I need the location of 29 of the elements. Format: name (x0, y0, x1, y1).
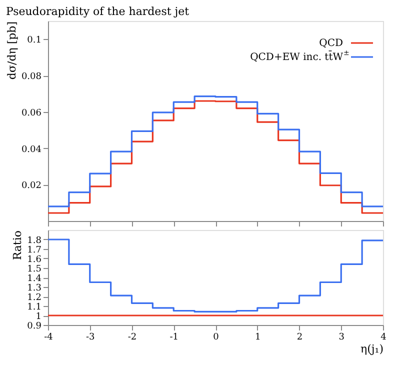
y-axis-title: Ratio (11, 230, 24, 260)
y-tick-label: 0.1 (27, 36, 42, 46)
y-tick-label: 1.6 (27, 255, 42, 265)
y-tick-label: 1.1 (27, 302, 42, 312)
x-tick-label: -4 (44, 332, 54, 342)
x-tick-label: -3 (86, 332, 96, 342)
y-axis-title: dσ/dη [pb] (5, 22, 18, 80)
y-tick-label: 1.4 (27, 274, 42, 284)
y-tick-label: 1.7 (27, 246, 42, 256)
y-tick-label: 0.06 (21, 108, 42, 118)
x-axis-title: η(j₁) (360, 342, 384, 356)
x-tick-label: 2 (296, 332, 303, 342)
y-tick-label: 1.3 (27, 284, 42, 294)
y-tick-label: 1.8 (27, 236, 42, 246)
y-tick-label: 0.02 (21, 181, 42, 192)
y-tick-label: 1.2 (27, 293, 42, 303)
y-tick-label: 1 (36, 312, 42, 322)
y-tick-label: 0.9 (27, 322, 42, 332)
chart-title: Pseudorapidity of the hardest jet (6, 5, 190, 18)
y-tick-label: 0.08 (21, 72, 42, 82)
x-tick-label: 1 (255, 332, 261, 342)
x-tick-label: -1 (170, 332, 179, 342)
x-tick-label: 0 (213, 332, 220, 342)
legend-label: QCD (319, 38, 343, 49)
y-tick-label: 0.04 (21, 144, 42, 155)
x-tick-label: 4 (380, 332, 387, 342)
x-tick-label: -2 (128, 332, 137, 342)
y-tick-label: 1.5 (27, 264, 42, 274)
x-tick-label: 3 (338, 332, 345, 342)
